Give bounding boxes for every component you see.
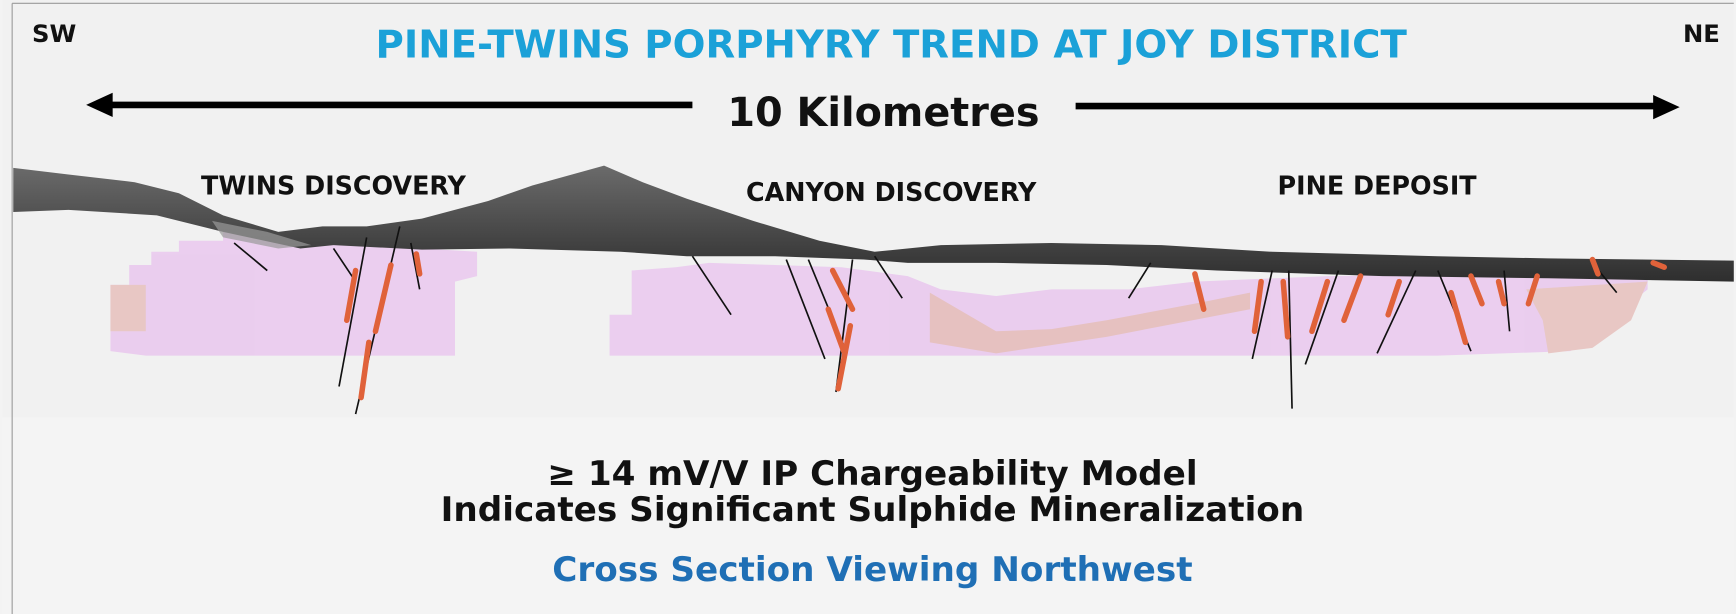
drill-hole — [1304, 270, 1340, 365]
interval — [1650, 260, 1667, 271]
drill-hole — [691, 255, 732, 316]
interval — [825, 306, 847, 354]
interval — [1341, 273, 1364, 324]
direction-sw: SW — [32, 19, 76, 48]
title: PINE-TWINS PORPHYRY TREND AT JOY DISTRIC… — [376, 22, 1408, 67]
drill-hole — [873, 255, 903, 299]
drill-hole — [409, 242, 421, 290]
interval — [1589, 256, 1601, 277]
interval — [1192, 271, 1207, 312]
interval — [413, 251, 423, 277]
terrain — [13, 165, 1734, 282]
caption-subtitle: Cross Section Viewing Northwest — [552, 550, 1192, 590]
drill-hole — [1251, 270, 1273, 360]
interval — [835, 323, 854, 392]
interval — [1309, 278, 1331, 335]
ip-body-edge — [1526, 281, 1648, 354]
interval — [1385, 278, 1402, 318]
lower-panel — [2, 417, 1734, 614]
interval — [1468, 273, 1485, 307]
drill-hole — [785, 259, 826, 360]
mineralized-intervals — [344, 251, 1667, 401]
interval — [1495, 278, 1507, 307]
interval — [344, 267, 359, 324]
ip-body — [609, 262, 1648, 356]
interval — [829, 267, 856, 312]
target-label: CANYON DISCOVERY — [746, 177, 1037, 207]
terrain-highlight — [212, 220, 312, 249]
scale-bar: 10 Kilometres — [86, 90, 1680, 136]
arrow-head — [86, 92, 113, 118]
target-label: TWINS DISCOVERY — [201, 170, 467, 200]
drill-hole — [1127, 262, 1152, 299]
interval — [1280, 278, 1291, 340]
target-label: PINE DEPOSIT — [1278, 170, 1478, 200]
ip-body-edge — [110, 284, 146, 332]
interval — [372, 262, 394, 335]
ip-body-edge — [929, 292, 1251, 354]
interval — [358, 339, 372, 401]
caption-line: ≥ 14 mV/V IP Chargeability Model — [547, 454, 1197, 494]
drill-hole — [1287, 270, 1293, 409]
interval — [1448, 289, 1469, 346]
direction-ne: NE — [1683, 19, 1720, 48]
drill-hole — [1376, 270, 1417, 354]
drill-hole — [1503, 270, 1511, 332]
ip-body — [110, 231, 478, 356]
drill-hole — [338, 237, 368, 387]
drill-hole — [835, 259, 854, 393]
caption-line: Indicates Significant Sulphide Mineraliz… — [441, 490, 1305, 530]
arrow-head — [1653, 94, 1680, 120]
scale-label: 10 Kilometres — [727, 90, 1039, 136]
interval — [1251, 278, 1264, 335]
drill-hole — [233, 242, 268, 272]
interval — [1525, 273, 1540, 307]
chargeability-model — [110, 231, 1648, 356]
